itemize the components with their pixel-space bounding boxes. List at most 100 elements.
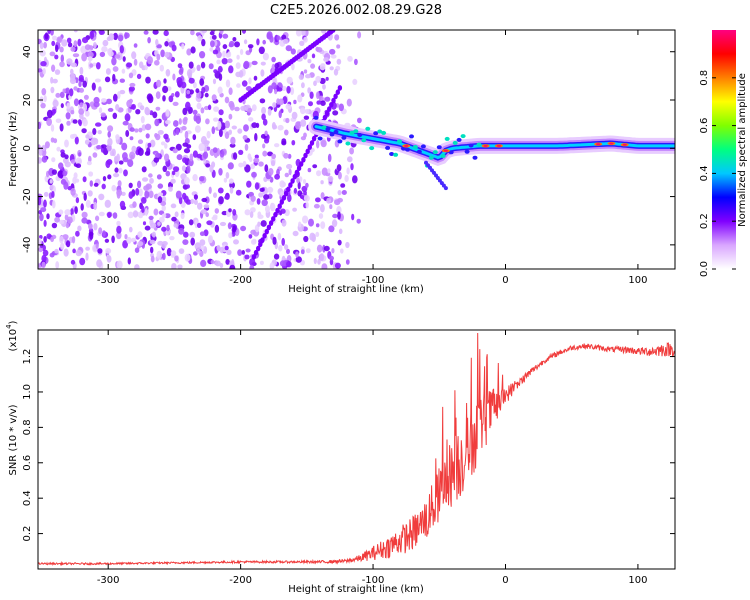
noise-speckle xyxy=(87,51,94,58)
noise-speckle xyxy=(81,217,88,224)
noise-speckle xyxy=(64,209,71,216)
snr-y-tick-label-group: 1.0 xyxy=(22,384,33,400)
noise-speckle xyxy=(119,45,125,54)
hot-spot-core xyxy=(609,142,614,145)
noise-speckle xyxy=(164,51,170,58)
diagonal-artifact-dot xyxy=(327,106,332,112)
noise-speckle xyxy=(165,109,170,117)
snr-x-label: Height of straight line (km) xyxy=(288,584,424,595)
noise-speckle xyxy=(192,134,197,141)
diagonal-artifact-dot xyxy=(268,220,274,226)
noise-speckle xyxy=(160,201,167,206)
noise-speckle xyxy=(271,63,276,72)
noise-speckle xyxy=(185,94,191,99)
noise-speckle xyxy=(95,122,102,127)
noise-speckle xyxy=(87,56,93,62)
noise-speckle xyxy=(236,83,241,88)
noise-speckle xyxy=(105,68,111,75)
noise-speckle xyxy=(154,60,160,66)
noise-speckle xyxy=(159,64,164,72)
noise-speckle xyxy=(237,249,243,256)
noise-speckle xyxy=(209,31,215,36)
noise-speckle xyxy=(188,61,194,69)
spectrogram-y-tick-label-group: 20 xyxy=(22,94,33,107)
noise-speckle xyxy=(42,249,49,257)
noise-speckle xyxy=(141,197,147,204)
noise-speckle xyxy=(96,259,103,268)
snr-y-tick-label-group: 0.4 xyxy=(22,490,33,506)
noise-speckle xyxy=(265,205,270,214)
noise-speckle xyxy=(112,66,119,72)
noise-speckle xyxy=(302,179,307,184)
noise-speckle xyxy=(117,34,124,42)
hot-spot-core xyxy=(596,143,601,146)
noise-speckle xyxy=(307,59,312,64)
noise-speckle xyxy=(111,148,116,157)
diagonal-artifact-dot xyxy=(288,182,293,188)
noise-speckle xyxy=(52,78,58,84)
noise-speckle xyxy=(319,63,326,71)
noise-speckle xyxy=(320,100,326,106)
noise-speckle xyxy=(162,252,166,260)
signal-blob xyxy=(440,154,446,158)
signal-blob xyxy=(436,145,442,150)
noise-speckle xyxy=(54,54,59,60)
noise-speckle xyxy=(271,56,276,63)
noise-speckle xyxy=(41,254,47,263)
noise-speckle xyxy=(219,30,224,35)
noise-speckle xyxy=(128,191,134,199)
noise-speckle xyxy=(51,222,58,229)
noise-speckle xyxy=(70,208,74,216)
noise-speckle xyxy=(201,197,208,203)
noise-speckle xyxy=(136,73,142,80)
noise-speckle xyxy=(154,118,160,127)
noise-speckle xyxy=(325,76,329,81)
noise-speckle xyxy=(188,219,194,226)
noise-speckle xyxy=(70,68,74,75)
snr-y-tick-label-group: 0.8 xyxy=(22,419,33,435)
noise-speckle xyxy=(277,98,284,106)
noise-speckle xyxy=(116,260,123,269)
noise-speckle xyxy=(75,157,83,166)
diagonal-artifacts xyxy=(238,30,343,260)
noise-speckle xyxy=(260,220,267,227)
noise-speckle xyxy=(267,108,272,116)
noise-speckle xyxy=(89,180,94,187)
noise-speckle xyxy=(49,184,54,190)
noise-speckle xyxy=(132,210,139,218)
noise-speckle xyxy=(205,212,209,218)
noise-speckle xyxy=(127,159,134,168)
noise-speckle xyxy=(206,220,213,226)
signal-band xyxy=(308,115,675,191)
noise-speckle xyxy=(248,234,253,239)
noise-speckle xyxy=(235,62,241,69)
noise-speckle xyxy=(228,208,232,213)
noise-speckle xyxy=(197,202,203,210)
noise-speckle xyxy=(240,225,247,232)
signal-blob xyxy=(444,136,450,141)
noise-speckle xyxy=(222,44,228,50)
noise-speckle xyxy=(249,264,255,269)
noise-speckle xyxy=(231,125,237,130)
noise-speckle xyxy=(217,86,223,95)
noise-speckle xyxy=(128,86,135,92)
noise-speckle xyxy=(174,91,180,98)
noise-speckle xyxy=(173,166,180,173)
diagonal-artifact-dot xyxy=(309,140,315,146)
noise-speckle xyxy=(176,154,183,161)
diagonal-artifact-dot xyxy=(333,93,338,100)
noise-speckle xyxy=(62,234,69,240)
spectrogram-y-tick-label: 20 xyxy=(22,94,33,107)
noise-speckle xyxy=(320,204,325,213)
snr-y-tick-label-group: 0.6 xyxy=(22,455,33,471)
noise-speckle xyxy=(38,148,43,156)
noise-speckle xyxy=(70,159,76,164)
noise-speckle xyxy=(171,170,176,176)
noise-speckle xyxy=(44,32,49,40)
signal-blob xyxy=(476,142,482,147)
snr-x-tick-label: 100 xyxy=(628,575,647,586)
noise-speckle xyxy=(164,41,169,47)
noise-speckle xyxy=(128,182,133,189)
snr-y-scale-exponent: 4 xyxy=(5,324,13,329)
noise-speckle xyxy=(186,184,190,189)
